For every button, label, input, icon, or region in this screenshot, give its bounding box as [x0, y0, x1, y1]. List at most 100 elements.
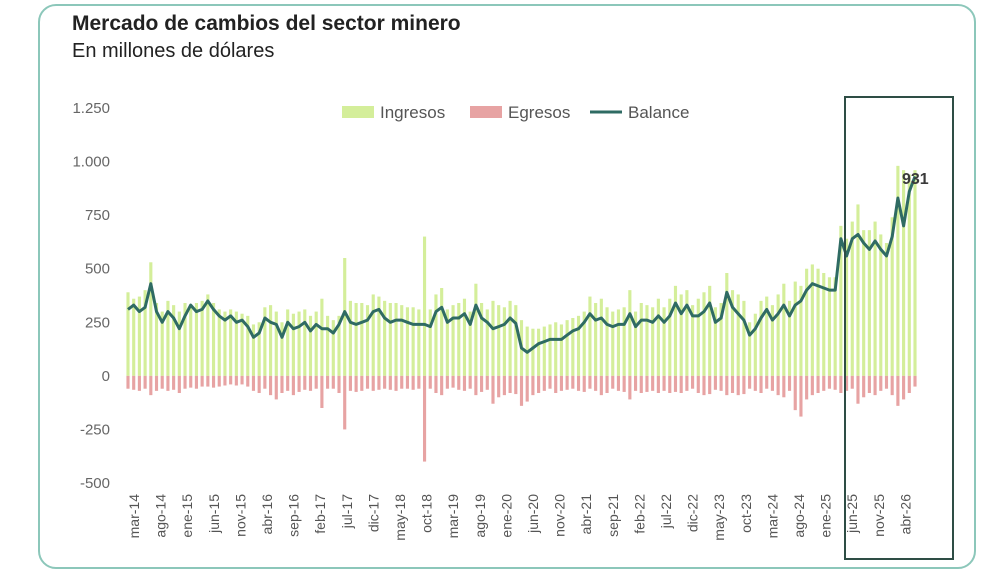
- x-tick-label: ago-19: [472, 494, 488, 538]
- egresos-bar: [172, 375, 176, 390]
- egresos-bar: [217, 375, 221, 387]
- x-tick-label: oct-18: [419, 494, 435, 533]
- ingresos-bar: [548, 324, 552, 376]
- egresos-bar: [491, 375, 495, 404]
- egresos-bar: [708, 375, 712, 395]
- ingresos-bar: [211, 303, 216, 376]
- egresos-bar: [696, 375, 700, 393]
- egresos-bar: [611, 375, 615, 389]
- egresos-bar: [691, 375, 695, 389]
- egresos-bar: [736, 375, 740, 396]
- egresos-bar: [354, 375, 358, 392]
- egresos-bar: [782, 375, 786, 398]
- egresos-bar: [616, 375, 621, 391]
- ingresos-bar: [559, 324, 563, 376]
- y-tick-label: 1.250: [72, 100, 110, 117]
- ingresos-bar: [656, 298, 660, 376]
- ingresos-bar: [856, 204, 860, 376]
- balance-line: [127, 175, 917, 354]
- egresos-bar: [559, 375, 563, 391]
- egresos-bar: [269, 375, 273, 396]
- ingresos-bar: [639, 303, 643, 376]
- chart-subtitle: En millones de dólares: [72, 40, 275, 62]
- ingresos-bar: [343, 258, 347, 376]
- egresos-bar: [360, 375, 364, 391]
- egresos-bar: [234, 375, 238, 386]
- ingresos-bar: [759, 300, 763, 376]
- egresos-bar: [645, 375, 649, 392]
- egresos-bar: [286, 375, 290, 391]
- balance-last-value-label: 931: [902, 171, 929, 188]
- ingresos-bar: [263, 307, 267, 376]
- egresos-bar: [633, 375, 638, 391]
- ingresos-bar: [822, 273, 826, 376]
- ingresos-bar: [348, 300, 352, 376]
- egresos-bar: [554, 375, 558, 393]
- x-tick-label: mar-19: [445, 494, 461, 539]
- ingresos-bar: [696, 298, 700, 376]
- ingresos-bar: [274, 311, 278, 376]
- egresos-bar: [246, 375, 250, 387]
- ingresos-bar: [702, 292, 706, 376]
- ingresos-bar: [673, 285, 678, 376]
- egresos-bar: [189, 375, 193, 388]
- egresos-bar: [519, 375, 524, 406]
- y-tick-label: 1.000: [72, 154, 110, 171]
- ingresos-bar: [485, 309, 489, 376]
- x-tick-label: abr-21: [578, 494, 594, 535]
- egresos-bar: [326, 375, 330, 389]
- x-tick-label: nov-20: [552, 494, 568, 537]
- egresos-bar: [177, 375, 181, 393]
- egresos-bar: [862, 375, 866, 398]
- x-tick-label: jul-17: [339, 494, 355, 529]
- ingresos-bar: [400, 305, 404, 376]
- ingresos-bar: [200, 300, 204, 376]
- x-tick-label: dic-17: [365, 494, 381, 532]
- ingresos-bar: [594, 303, 598, 376]
- ingresos-bar: [257, 322, 261, 376]
- ingresos-bar: [776, 294, 780, 376]
- ingresos-bar: [303, 309, 307, 376]
- ingresos-bar: [388, 303, 392, 376]
- egresos-bar: [799, 375, 803, 417]
- egresos-bar: [126, 375, 130, 389]
- ingresos-bar: [149, 262, 153, 376]
- ingresos-bar: [514, 305, 518, 376]
- egresos-bar: [223, 375, 227, 386]
- ingresos-bar: [719, 303, 723, 376]
- egresos-bar: [599, 375, 603, 396]
- x-tick-label: sep-21: [605, 494, 621, 537]
- ingresos-bar: [793, 281, 797, 376]
- ingresos-bar: [782, 283, 786, 376]
- ingresos-bar: [240, 313, 244, 376]
- x-tick-label: ago-24: [791, 494, 807, 538]
- egresos-bar: [588, 375, 592, 389]
- ingresos-bar: [748, 322, 752, 376]
- ingresos-bar: [679, 294, 683, 376]
- ingresos-bar: [582, 311, 586, 376]
- ingresos-bar: [365, 305, 370, 376]
- legend: Ingresos Egresos Balance: [342, 103, 689, 122]
- egresos-bar: [793, 375, 797, 411]
- egresos-bar: [337, 375, 341, 393]
- x-tick-label: nov-25: [871, 494, 887, 537]
- egresos-bar: [240, 375, 244, 385]
- egresos-bar: [833, 375, 837, 390]
- ingresos-bars: [126, 165, 917, 376]
- ingresos-bar: [137, 296, 141, 376]
- y-tick-label: 750: [85, 207, 110, 224]
- egresos-bar: [422, 375, 427, 462]
- egresos-bar: [662, 375, 666, 391]
- x-tick-label: jul-22: [658, 494, 674, 529]
- egresos-bar: [571, 375, 575, 389]
- egresos-bar: [291, 375, 295, 396]
- egresos-bar: [388, 375, 392, 390]
- egresos-bar: [525, 375, 529, 402]
- ingresos-bar: [542, 326, 546, 376]
- ingresos-bar: [132, 298, 136, 376]
- egresos-bar: [725, 375, 729, 396]
- ingresos-bar: [269, 305, 273, 376]
- ingresos-bar: [291, 313, 295, 376]
- ingresos-bar: [879, 234, 883, 376]
- x-tick-label: ene-15: [179, 494, 195, 538]
